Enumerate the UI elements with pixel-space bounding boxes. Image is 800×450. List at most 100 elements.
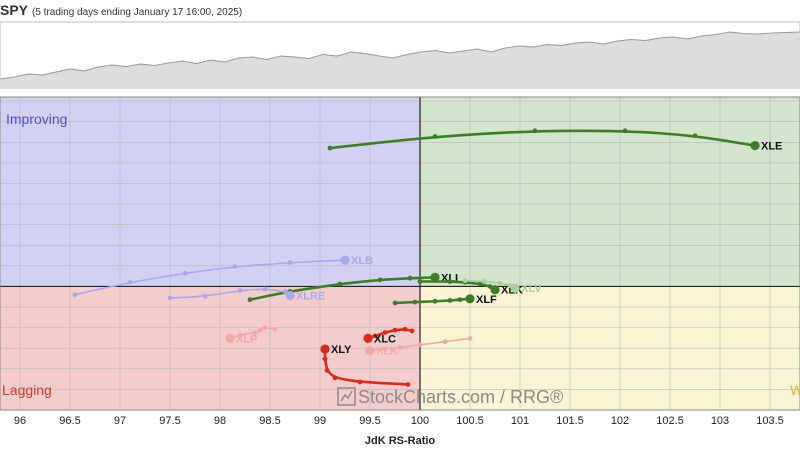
series-xly: XLY — [320, 344, 411, 387]
x-tick-label: 97 — [114, 415, 126, 427]
x-tick-label: 100 — [411, 415, 429, 427]
tail-point — [447, 279, 453, 284]
stockcharts-logo-icon — [337, 387, 356, 406]
tail-point — [442, 339, 448, 345]
symbol-label-xle: XLE — [761, 141, 782, 153]
tail-point — [432, 298, 438, 304]
symbol-label-xlk: XLK — [376, 346, 398, 358]
symbol-label-xly: XLY — [331, 344, 352, 356]
benchmark-line — [0, 31, 800, 80]
tail-point — [182, 270, 188, 276]
tail-point — [232, 264, 238, 270]
tail-point — [482, 279, 488, 284]
tail-point — [432, 134, 438, 139]
tail-point — [417, 279, 423, 284]
tail-head-xly[interactable] — [320, 344, 330, 354]
tail-point — [262, 286, 268, 292]
tail-point — [407, 275, 413, 281]
tail-point — [462, 278, 468, 284]
tail-point — [282, 288, 288, 294]
tail-point — [447, 298, 453, 303]
tail-point — [337, 281, 343, 287]
x-tick-label: 103 — [711, 415, 729, 427]
tail-point — [202, 293, 208, 299]
quadrant-label-improving: Improving — [6, 111, 67, 127]
tail-head-xlv[interactable] — [510, 283, 520, 293]
symbol-label-xlp: XLP — [236, 333, 257, 345]
series-xlp: XLP — [225, 325, 278, 345]
series-xlk: XLK — [417, 279, 523, 297]
tail-point — [127, 279, 133, 285]
x-tick-label: 102.5 — [656, 415, 684, 427]
quadrant-leading — [420, 97, 800, 287]
x-tick-label: 97.5 — [159, 415, 180, 427]
tail-head-xli[interactable] — [430, 272, 440, 282]
tail-point — [392, 300, 398, 306]
x-tick-label: 96 — [14, 415, 26, 427]
tail-point — [167, 295, 173, 301]
symbol-label-xlf: XLF — [476, 294, 497, 306]
benchmark-ticker: SPY — [0, 2, 29, 18]
tail-head-xle[interactable] — [750, 140, 760, 151]
watermark-text: StockCharts.com / RRG® — [358, 387, 563, 407]
tail-point — [397, 345, 403, 350]
tail-point — [402, 326, 408, 332]
tail-point — [622, 128, 628, 134]
tail-head-xlb[interactable] — [340, 255, 350, 265]
x-tick-label: 99 — [314, 415, 326, 427]
series-xlv: XLV — [462, 278, 542, 295]
tail-point — [497, 280, 503, 286]
tail-point — [72, 292, 78, 298]
tail-point — [467, 335, 473, 341]
x-tick-label: 103.5 — [756, 415, 784, 427]
tail-point — [332, 375, 338, 381]
tail-point — [324, 368, 330, 373]
quadrant-label-lagging: Lagging — [2, 382, 52, 398]
tail-point — [372, 333, 378, 339]
tail-head-xlc[interactable] — [363, 333, 373, 343]
tail-line-xlb — [74, 259, 346, 296]
series-xlre: XLRE — [167, 286, 325, 303]
tail-point — [382, 346, 388, 352]
series-tails: XLEXLIXLFXLCXLYXLBXLREXLKXLVXLPXLK — [72, 128, 782, 387]
grid — [0, 96, 800, 411]
x-tick-label: 102 — [611, 415, 629, 427]
tail-head-xlp[interactable] — [225, 333, 235, 343]
tail-point — [477, 281, 483, 287]
tail-point — [382, 330, 388, 335]
chart-header: SPY (5 trading days ending January 17 16:… — [0, 2, 242, 22]
stockcharts-watermark: StockCharts.com / RRG® — [337, 387, 563, 407]
tail-point — [272, 326, 278, 332]
x-tick-label: 98.5 — [259, 415, 280, 427]
tail-point — [532, 128, 538, 134]
tail-point — [392, 327, 398, 333]
x-tick-label: 98 — [214, 415, 226, 427]
symbol-label-xlre: XLRE — [296, 291, 325, 303]
plot-frame — [0, 96, 800, 411]
symbol-label-xlb: XLB — [351, 255, 373, 267]
quadrant-label-weakening: W — [790, 382, 800, 398]
tail-head-xlk[interactable] — [490, 285, 500, 295]
tail-point — [417, 342, 423, 348]
x-tick-label: 96.5 — [59, 415, 80, 427]
quadrant-labels: Improving Lagging W — [2, 111, 800, 398]
tail-point — [692, 133, 698, 139]
tail-point — [327, 145, 333, 151]
series-xle: XLE — [327, 128, 782, 153]
tail-head-xlk[interactable] — [365, 346, 375, 356]
series-xlf: XLF — [392, 294, 497, 306]
tail-point — [405, 382, 411, 387]
x-tick-label: 100.5 — [456, 415, 484, 427]
tail-point — [287, 260, 293, 265]
tail-point — [237, 288, 243, 293]
tail-point — [377, 277, 383, 283]
x-tick-label: 101.5 — [556, 415, 584, 427]
tail-point — [257, 327, 263, 333]
series-xlk: XLK — [365, 335, 473, 358]
tail-head-xlf[interactable] — [465, 294, 475, 304]
x-tick-label: 101 — [511, 415, 529, 427]
tail-point — [457, 297, 463, 303]
tail-head-xlre[interactable] — [285, 290, 295, 301]
x-axis-title: JdK RS-Ratio — [365, 435, 436, 447]
tail-point — [252, 330, 258, 335]
